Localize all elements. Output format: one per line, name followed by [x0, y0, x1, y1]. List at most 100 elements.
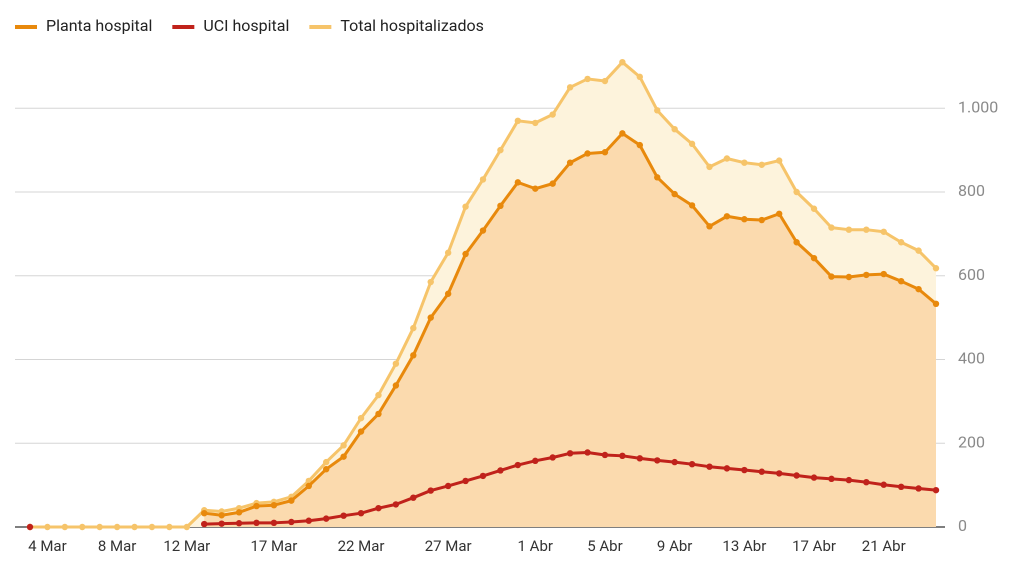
- point: [270, 502, 278, 509]
- point: [113, 523, 121, 531]
- point: [601, 451, 609, 459]
- x-tick-label: 5 Abr: [587, 537, 622, 555]
- point: [357, 509, 365, 517]
- point: [497, 467, 504, 474]
- point: [671, 458, 678, 466]
- point: [497, 146, 504, 154]
- point: [410, 494, 417, 501]
- point: [288, 497, 295, 504]
- point: [497, 202, 504, 210]
- point: [201, 509, 208, 517]
- point: [427, 278, 434, 286]
- point: [775, 157, 783, 164]
- y-tick-label: 0: [958, 516, 967, 535]
- point: [810, 474, 818, 481]
- point: [671, 190, 678, 198]
- point: [845, 476, 853, 484]
- legend-label: Planta hospital: [46, 16, 152, 35]
- point: [357, 414, 365, 422]
- point: [723, 465, 731, 472]
- point: [235, 520, 243, 527]
- point: [427, 487, 434, 494]
- x-tick-label: 27 Mar: [425, 537, 472, 555]
- point: [706, 463, 713, 470]
- point: [915, 247, 922, 254]
- point: [915, 285, 922, 293]
- point: [340, 442, 347, 449]
- point: [305, 482, 312, 490]
- point: [444, 290, 452, 297]
- point: [305, 517, 312, 524]
- x-tick-label: 22 Mar: [338, 537, 385, 555]
- point: [270, 519, 278, 527]
- point: [601, 149, 609, 156]
- point: [532, 119, 539, 127]
- point: [706, 223, 713, 230]
- point: [654, 107, 661, 114]
- point: [654, 457, 661, 464]
- point: [549, 180, 556, 187]
- point: [758, 468, 765, 475]
- point: [410, 352, 417, 359]
- point: [340, 453, 347, 460]
- point: [741, 216, 748, 223]
- point: [479, 227, 487, 234]
- point: [131, 523, 138, 531]
- point: [375, 410, 382, 418]
- point: [462, 250, 469, 258]
- point: [183, 523, 191, 531]
- point: [375, 504, 382, 512]
- y-tick-label: 600: [958, 265, 985, 284]
- point: [636, 141, 644, 149]
- point: [444, 482, 452, 490]
- point: [79, 523, 86, 531]
- point: [863, 226, 870, 233]
- point: [514, 117, 522, 125]
- point: [61, 523, 69, 531]
- area: [204, 133, 936, 527]
- point: [479, 176, 487, 183]
- point: [166, 523, 173, 531]
- point: [828, 224, 835, 231]
- point: [845, 273, 853, 281]
- point: [444, 249, 452, 256]
- point: [775, 210, 783, 217]
- point: [288, 518, 295, 526]
- legend-label: UCI hospital: [203, 16, 289, 35]
- point: [741, 466, 748, 474]
- point: [688, 140, 696, 148]
- point: [235, 509, 243, 516]
- point: [758, 216, 765, 224]
- point: [897, 277, 905, 285]
- point: [915, 485, 922, 492]
- point: [654, 174, 661, 181]
- x-tick-label: 17 Abr: [792, 537, 836, 555]
- point: [636, 455, 644, 462]
- point: [532, 185, 539, 192]
- point: [880, 270, 887, 278]
- point: [897, 239, 905, 246]
- point: [741, 159, 748, 166]
- point: [584, 449, 591, 456]
- point: [793, 239, 800, 246]
- point: [758, 161, 765, 168]
- point: [566, 159, 574, 166]
- y-tick-label: 1.000: [958, 97, 998, 116]
- point: [253, 502, 260, 510]
- y-tick-label: 400: [958, 349, 985, 368]
- point: [427, 314, 434, 321]
- point: [514, 461, 522, 469]
- point: [148, 523, 156, 531]
- point: [828, 475, 835, 483]
- point: [619, 452, 626, 460]
- point: [619, 130, 626, 137]
- point: [688, 460, 696, 468]
- point: [218, 512, 225, 519]
- x-tick-label: 9 Abr: [657, 537, 692, 555]
- x-tick-label: 13 Abr: [722, 537, 766, 555]
- point: [932, 265, 940, 272]
- point: [863, 271, 870, 279]
- point: [322, 458, 330, 466]
- point: [880, 228, 887, 235]
